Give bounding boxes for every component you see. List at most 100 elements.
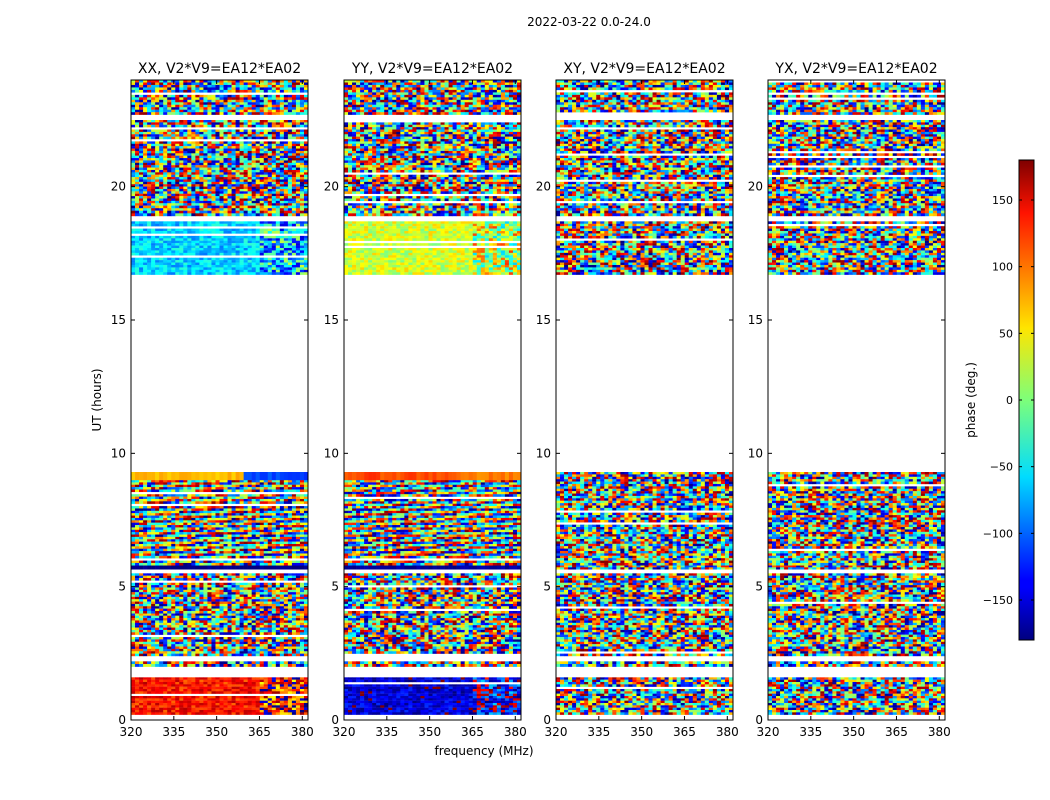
heatmap-cell bbox=[163, 482, 167, 485]
heatmap-cell bbox=[264, 576, 268, 579]
heatmap-cell bbox=[300, 480, 304, 483]
heatmap-cell bbox=[163, 606, 167, 609]
heatmap-cell bbox=[187, 632, 191, 635]
heatmap-cell bbox=[167, 630, 171, 633]
heatmap-cell bbox=[195, 525, 199, 528]
heatmap-cell bbox=[151, 542, 155, 545]
heatmap-cell bbox=[187, 642, 191, 645]
heatmap-cell bbox=[288, 609, 292, 612]
heatmap-cell bbox=[131, 497, 135, 500]
heatmap-cell bbox=[187, 696, 191, 699]
heatmap-cell bbox=[191, 632, 195, 635]
heatmap-cell bbox=[163, 701, 167, 704]
heatmap-cell bbox=[300, 639, 304, 642]
heatmap-cell bbox=[272, 530, 276, 533]
heatmap-cell bbox=[260, 620, 264, 623]
heatmap-cell bbox=[211, 701, 215, 704]
heatmap-cell bbox=[292, 599, 296, 602]
heatmap-cell bbox=[211, 639, 215, 642]
heatmap-cell bbox=[139, 705, 143, 708]
heatmap-cell bbox=[296, 680, 300, 683]
heatmap-cell bbox=[155, 630, 159, 633]
heatmap-cell bbox=[159, 573, 163, 576]
heatmap-cell bbox=[211, 628, 215, 631]
heatmap-cell bbox=[159, 535, 163, 538]
heatmap-cell bbox=[280, 518, 284, 521]
heatmap-cell bbox=[175, 472, 179, 480]
heatmap-cell bbox=[232, 703, 236, 706]
heatmap-cell bbox=[215, 689, 219, 692]
heatmap-cell bbox=[256, 527, 260, 530]
heatmap-cell bbox=[159, 712, 163, 715]
heatmap-cell bbox=[215, 649, 219, 652]
heatmap-cell bbox=[248, 701, 252, 704]
heatmap-cell bbox=[147, 523, 151, 526]
heatmap-cell bbox=[195, 620, 199, 623]
heatmap-cell bbox=[228, 485, 232, 488]
heatmap-cell bbox=[151, 618, 155, 621]
heatmap-cell bbox=[292, 664, 296, 667]
heatmap-cell bbox=[292, 587, 296, 590]
heatmap-cell bbox=[260, 497, 264, 500]
heatmap-cell bbox=[272, 578, 276, 581]
heatmap-cell bbox=[159, 609, 163, 612]
heatmap-cell bbox=[151, 511, 155, 514]
heatmap-cell bbox=[276, 525, 280, 528]
heatmap-cell bbox=[236, 611, 240, 614]
heatmap-cell bbox=[280, 513, 284, 516]
heatmap-cell bbox=[256, 703, 260, 706]
heatmap-cell bbox=[215, 609, 219, 612]
heatmap-cell bbox=[256, 487, 260, 490]
heatmap-cell bbox=[183, 583, 187, 586]
heatmap-cell bbox=[284, 587, 288, 590]
heatmap-cell bbox=[224, 525, 228, 528]
heatmap-cell bbox=[199, 489, 203, 492]
heatmap-cell bbox=[151, 578, 155, 581]
heatmap-cell bbox=[220, 585, 224, 588]
heatmap-cell bbox=[131, 561, 135, 564]
heatmap-cell bbox=[276, 542, 280, 545]
heatmap-cell bbox=[296, 511, 300, 514]
heatmap-cell bbox=[215, 602, 219, 605]
heatmap-cell bbox=[187, 602, 191, 605]
heatmap-cell bbox=[139, 516, 143, 519]
heatmap-cell bbox=[179, 553, 183, 556]
heatmap-cell bbox=[131, 687, 135, 690]
heatmap-cell bbox=[264, 532, 268, 535]
heatmap-cell bbox=[191, 494, 195, 497]
heatmap-cell bbox=[163, 485, 167, 488]
heatmap-cell bbox=[207, 472, 211, 480]
heatmap-cell bbox=[248, 689, 252, 692]
heatmap-cell bbox=[191, 689, 195, 692]
heatmap-cell bbox=[163, 499, 167, 502]
heatmap-cell bbox=[248, 497, 252, 500]
heatmap-cell bbox=[131, 639, 135, 642]
heatmap-cell bbox=[151, 576, 155, 579]
heatmap-cell bbox=[244, 682, 248, 685]
heatmap-cell bbox=[135, 637, 139, 640]
heatmap-cell bbox=[203, 530, 207, 533]
heatmap-cell bbox=[236, 661, 240, 664]
heatmap-cell bbox=[236, 654, 240, 657]
heatmap-cell bbox=[264, 687, 268, 690]
heatmap-cell bbox=[284, 639, 288, 642]
heatmap-cell bbox=[272, 689, 276, 692]
heatmap-cell bbox=[175, 620, 179, 623]
heatmap-cell bbox=[191, 551, 195, 554]
heatmap-cell bbox=[232, 527, 236, 530]
heatmap-cell bbox=[179, 604, 183, 607]
heatmap-cell bbox=[155, 573, 159, 576]
heatmap-cell bbox=[139, 664, 143, 667]
heatmap-cell bbox=[215, 551, 219, 554]
heatmap-cell bbox=[276, 642, 280, 645]
heatmap-cell bbox=[159, 489, 163, 492]
heatmap-cell bbox=[296, 497, 300, 500]
heatmap-cell bbox=[147, 576, 151, 579]
heatmap-cell bbox=[288, 508, 292, 511]
heatmap-cell bbox=[224, 518, 228, 521]
heatmap-cell bbox=[151, 684, 155, 687]
heatmap-cell bbox=[244, 632, 248, 635]
heatmap-cell bbox=[272, 561, 276, 564]
heatmap-cell bbox=[163, 523, 167, 526]
heatmap-cell bbox=[195, 618, 199, 621]
